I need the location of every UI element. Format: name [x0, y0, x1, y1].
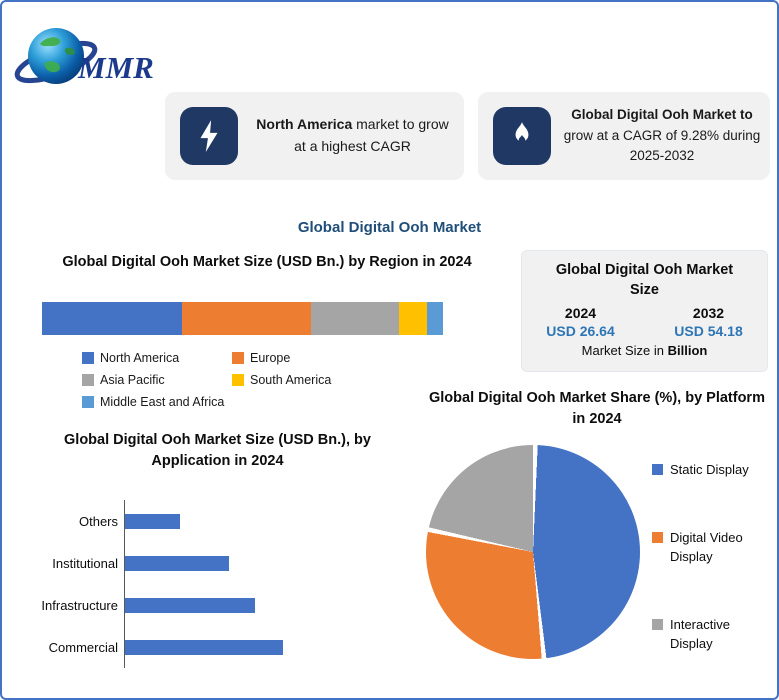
mmr-logo: MMR — [14, 12, 174, 107]
region-legend: North America Europe Asia Pacific South Ame… — [82, 351, 407, 409]
application-bar-row: Infrastructure — [32, 584, 332, 626]
market-size-col-2024: 2024 USD 26.64 — [535, 305, 627, 339]
region-legend-item: Middle East and Africa — [82, 395, 232, 409]
legend-label: North America — [100, 351, 180, 365]
legend-label: Asia Pacific — [100, 373, 165, 387]
application-bar-track — [124, 500, 332, 542]
legend-label: Middle East and Africa — [100, 395, 225, 409]
platform-chart-title: Global Digital Ooh Market Share (%), by … — [429, 390, 765, 428]
region-legend-item: Asia Pacific — [82, 373, 232, 387]
flame-icon — [493, 107, 551, 165]
callout-north-america: North America market to grow at a highes… — [165, 92, 464, 180]
region-bar-segment — [426, 302, 443, 335]
region-bar-segment — [182, 302, 311, 335]
application-bar-row: Institutional — [32, 542, 332, 584]
legend-swatch-icon — [652, 464, 663, 475]
region-legend-item: North America — [82, 351, 232, 365]
year-label: 2024 — [564, 304, 597, 321]
callout-bold-text: North America — [256, 116, 353, 133]
platform-pie — [426, 445, 640, 659]
callout-bold-text: Global Digital Ooh Market to — [571, 106, 753, 122]
application-bar-row: Commercial — [32, 626, 332, 668]
lightning-icon — [180, 107, 238, 165]
page-title: Global Digital Ooh Market — [297, 219, 482, 236]
market-size-title: Global Digital Ooh Market Size — [555, 262, 734, 299]
application-bar-track — [124, 584, 332, 626]
application-bar — [125, 513, 181, 529]
application-bar-rows: Others Institutional Infrastructure Commerc… — [32, 500, 332, 668]
legend-swatch-icon — [232, 374, 244, 386]
application-bar — [125, 639, 283, 655]
region-chart-title: Global Digital Ooh Market Size (USD Bn.)… — [62, 254, 472, 270]
application-category-label: Infrastructure — [41, 597, 118, 613]
region-bar-segment — [398, 302, 427, 335]
callout-north-america-text: North America market to grow at a highes… — [249, 92, 456, 180]
legend-label: Static Display — [670, 462, 749, 477]
legend-swatch-icon — [652, 618, 663, 630]
application-bar-track — [124, 626, 332, 668]
platform-legend: Static Display Digital Video Display Inter… — [652, 460, 770, 654]
legend-label: Europe — [250, 351, 291, 365]
globe-icon: MMR — [14, 28, 154, 85]
application-bar — [125, 555, 230, 571]
region-legend-item: Europe — [232, 351, 407, 365]
application-category-label: Others — [78, 513, 118, 529]
legend-swatch-icon — [82, 374, 94, 386]
callout-cagr-text: Global Digital Ooh Market to grow at a C… — [562, 92, 762, 180]
application-bar — [125, 597, 255, 613]
market-size-box: Global Digital Ooh Market Size 2024 USD … — [521, 250, 768, 372]
logo-text: MMR — [77, 50, 154, 85]
application-bar-track — [124, 542, 332, 584]
platform-legend-item: Static Display — [652, 460, 770, 480]
platform-legend-item: Digital Video Display — [652, 528, 770, 567]
application-category-label: Institutional — [52, 555, 118, 571]
market-size-footnote: Market Size in Billion — [522, 343, 767, 358]
legend-swatch-icon — [82, 396, 94, 408]
footnote-bold: Billion — [667, 342, 708, 358]
legend-label: Digital Video Display — [670, 529, 743, 565]
application-category-label: Commercial — [48, 639, 118, 655]
application-chart-title: Global Digital Ooh Market Size (USD Bn.)… — [64, 432, 371, 470]
callout-cagr: Global Digital Ooh Market to grow at a C… — [478, 92, 770, 180]
region-stacked-bar — [42, 302, 443, 335]
callout-rest-text: grow at a CAGR of 9.28% during 2025-2032 — [563, 127, 761, 164]
platform-legend-item: Interactive Display — [652, 615, 770, 654]
market-size-columns: 2024 USD 26.64 2032 USD 54.18 — [522, 305, 767, 339]
application-bar-row: Others — [32, 500, 332, 542]
region-legend-item: South America — [232, 373, 407, 387]
footnote-prefix: Market Size in — [581, 342, 668, 358]
legend-swatch-icon — [232, 352, 244, 364]
market-size-value: USD 54.18 — [674, 322, 743, 339]
legend-swatch-icon — [82, 352, 94, 364]
market-size-col-2032: 2032 USD 54.18 — [663, 305, 755, 339]
legend-swatch-icon — [652, 531, 663, 543]
year-label: 2032 — [692, 304, 725, 321]
callout-rest-text: market to grow at a highest CAGR — [294, 116, 449, 154]
market-size-value: USD 26.64 — [546, 322, 615, 339]
region-bar-segment — [42, 302, 183, 335]
legend-label: South America — [250, 373, 332, 387]
legend-label: Interactive Display — [670, 616, 730, 652]
region-bar-segment — [310, 302, 399, 335]
